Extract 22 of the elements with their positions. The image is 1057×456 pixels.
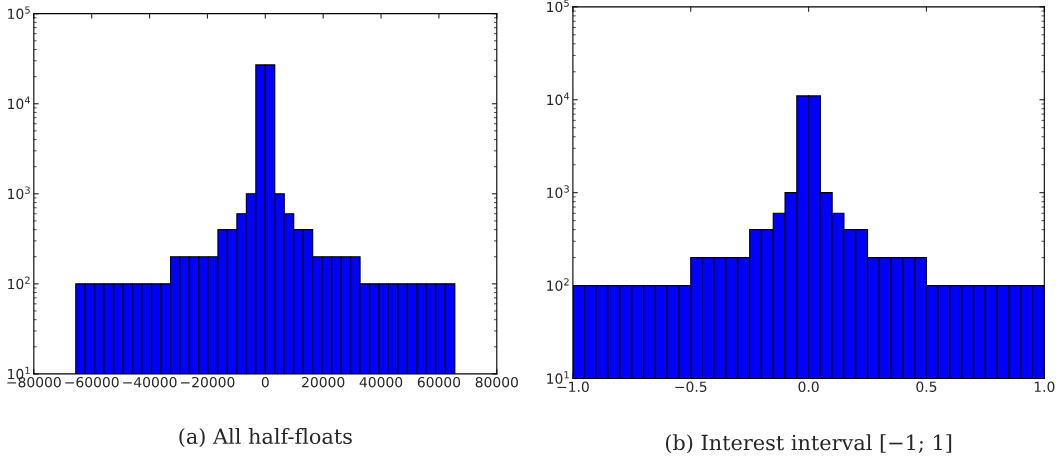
y-tick-label: 10$^{4}$: [8, 96, 31, 110]
x-tick-label: 1.0: [1034, 381, 1055, 393]
y-tick-label: 10$^{3}$: [547, 185, 569, 199]
x-tick-label: 20000: [302, 376, 345, 388]
x-tick-label: 0.5: [916, 381, 937, 393]
x-tick-label: 40000: [359, 376, 403, 388]
x-tick-label: −0.5: [675, 381, 707, 393]
text: (b) Interest interval [−1; 1]: [665, 434, 952, 454]
y-tick-label: 10$^{3}$: [8, 186, 30, 200]
y-tick-label: 10$^{2}$: [8, 276, 30, 290]
x-tick-label: 0: [261, 376, 269, 388]
x-tick-label: −60000: [65, 376, 119, 388]
x-tick-label: −20000: [181, 376, 235, 388]
y-tick-label: 10$^{2}$: [547, 278, 569, 291]
x-tick-label: 0.0: [798, 381, 819, 393]
x-tick-label: 80000: [475, 376, 518, 388]
x-tick-label: −40000: [123, 376, 177, 388]
text: (a) All half-floats: [179, 427, 352, 448]
x-tick-label: 60000: [417, 376, 461, 388]
y-tick-label: 10$^{5}$: [547, 0, 569, 13]
y-tick-label: 10$^{4}$: [547, 92, 570, 106]
y-tick-label: 10$^{5}$: [8, 6, 30, 20]
